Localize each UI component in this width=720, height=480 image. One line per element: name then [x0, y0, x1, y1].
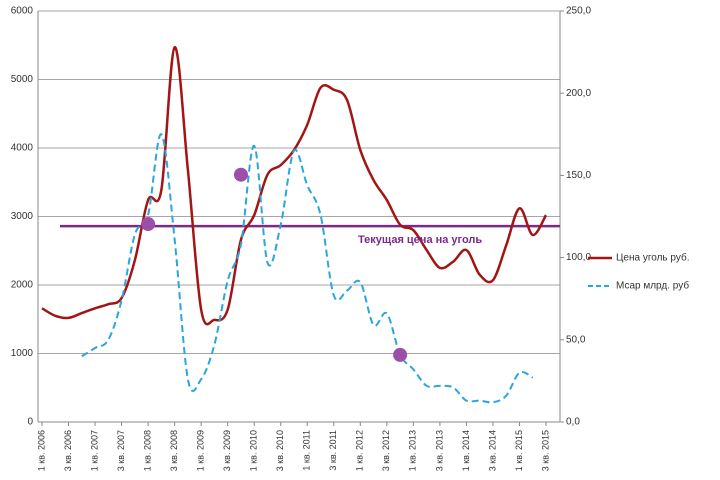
x-tick-label: 1 кв. 2008 [142, 430, 152, 471]
y2-tick-label: 100,0 [566, 252, 591, 263]
y2-tick-label: 250,0 [566, 6, 591, 17]
x-tick-label: 3 кв. 2013 [434, 430, 444, 471]
x-tick-label: 3 кв. 2012 [381, 430, 391, 471]
x-tick-label: 1 кв. 2015 [514, 430, 524, 471]
x-tick-label: 3 кв. 2006 [63, 430, 73, 471]
y-tick-label: 0 [27, 417, 33, 428]
series-line [41, 46, 548, 326]
legend-label: Мсар млрд. руб [616, 280, 689, 292]
y-tick-label: 6000 [11, 6, 34, 17]
x-tick-label: 1 кв. 2007 [89, 430, 99, 471]
y-tick-label: 5000 [11, 74, 34, 85]
x-tick-label: 3 кв. 2011 [328, 430, 338, 471]
x-tick-label: 1 кв. 2014 [461, 430, 471, 471]
x-tick-label: 3 кв. 2015 [540, 430, 550, 471]
y2-tick-label: 150,0 [566, 170, 591, 181]
series-line [81, 133, 534, 404]
x-tick-label: 1 кв. 2011 [302, 430, 312, 471]
x-tick-label: 1 кв. 2006 [36, 430, 46, 471]
highlight-point [141, 217, 156, 232]
highlight-point [393, 347, 408, 362]
x-tick-label: 1 кв. 2010 [249, 430, 259, 471]
x-tick-label: 3 кв. 2009 [222, 430, 232, 471]
x-tick-label: 1 кв. 2012 [355, 430, 365, 471]
y-tick-label: 4000 [11, 143, 34, 154]
legend-label: Цена уголь руб. [616, 252, 689, 264]
x-tick-label: 3 кв. 2014 [487, 430, 497, 471]
x-tick-label: 1 кв. 2009 [196, 430, 206, 471]
y2-tick-label: 50,0 [566, 334, 586, 345]
x-tick-label: 3 кв. 2007 [116, 430, 126, 471]
y2-tick-label: 200,0 [566, 88, 591, 99]
highlight-point [233, 167, 248, 182]
reference-label: Текущая цена на уголь [358, 234, 482, 246]
y2-tick-label: 0,0 [566, 417, 580, 428]
x-tick-label: 3 кв. 2008 [169, 430, 179, 471]
x-tick-label: 1 кв. 2013 [408, 430, 418, 471]
y-tick-label: 1000 [11, 348, 34, 359]
x-tick-label: 3 кв. 2010 [275, 430, 285, 471]
y-tick-label: 3000 [11, 211, 34, 222]
y-tick-label: 2000 [11, 280, 34, 291]
